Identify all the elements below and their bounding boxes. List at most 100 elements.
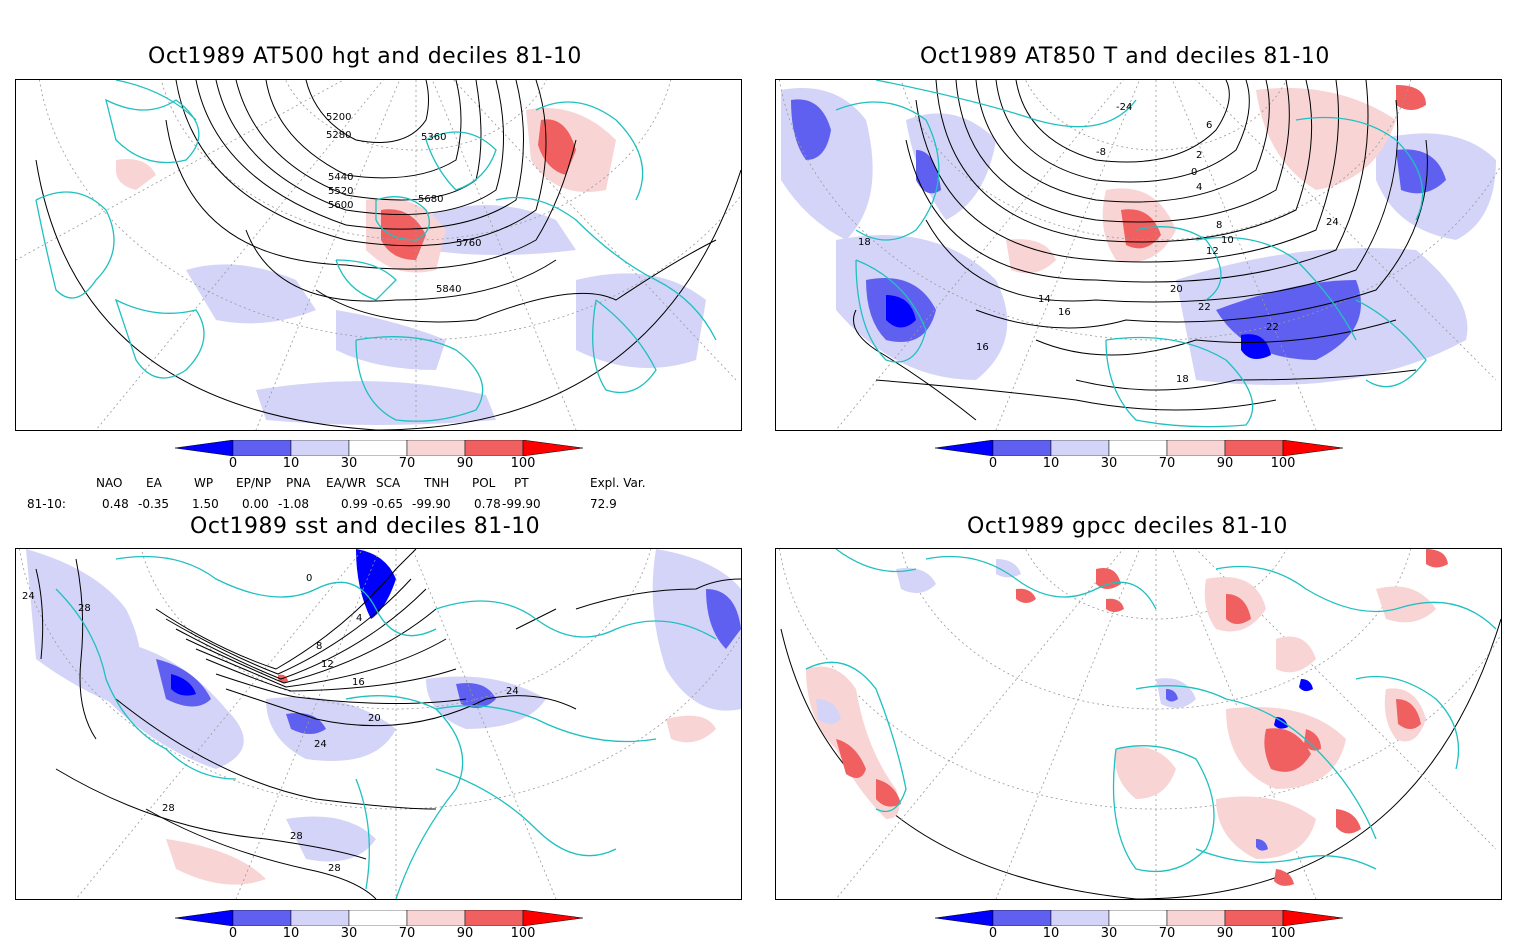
swatch-white [1108,910,1168,926]
contour-label: 20 [1170,284,1183,295]
decile-shade-blue [336,310,446,370]
coastlines [35,80,717,422]
contour-label: 5600 [328,200,353,211]
colorbar-label: 70 [398,456,416,471]
index-value-wp: 1.50 [192,497,219,511]
decile-shade-blue [106,639,244,769]
contour-label: 28 [162,803,175,814]
panel-title-t850: Oct1989 AT850 T and deciles 81-10 [920,44,1330,69]
swatch-light-blue [1050,910,1110,926]
index-header-pol: POL [472,476,496,490]
decile-shade-blue [286,713,326,734]
decile-shade-red [1256,88,1396,190]
swatch-light-red [406,440,466,456]
contour-label: 2 [1196,150,1202,161]
contour-label: 8 [1216,220,1222,231]
contour-label: 5520 [328,186,353,197]
contour-label: -24 [1116,102,1132,113]
coastlines [805,549,1497,873]
decile-shade-blue [456,683,496,708]
graticule [779,549,1501,899]
swatch-dark-blue [175,440,234,456]
decile-shade-red [381,209,426,260]
swatch-mid-blue [992,440,1052,456]
contour-label: 16 [976,342,989,353]
contour-label: 6 [1206,120,1212,131]
map-t850: -24 -8 0 2 4 6 8 10 12 14 16 18 20 22 24… [775,79,1502,431]
swatch-light-blue [290,440,350,456]
decile-shade-blue [886,295,916,328]
decile-shade-blue [906,113,996,220]
contour-label: 5280 [326,130,351,141]
colorbar-label: 90 [456,456,474,471]
decile-shade-blue [1241,334,1271,359]
contour-label: 5360 [421,132,446,143]
decile-shade-red [666,715,716,743]
colorbar-label: 0 [988,456,998,471]
decile-shade-blue [706,589,741,649]
index-header-epnp: EP/NP [236,476,272,490]
decile-shade-red [1006,239,1056,274]
colorbar-label: 90 [1216,456,1234,471]
colorbar-swatches [175,440,584,456]
swatch-mid-red [464,910,524,926]
swatch-light-blue [1050,440,1110,456]
decile-shade-blue [576,273,706,368]
decile-shade-blue [791,99,831,160]
contour-label: 16 [1058,307,1071,318]
index-value-nao: 0.48 [102,497,129,511]
colorbar-label: 90 [1216,926,1234,941]
map-t850-canvas: -24 -8 0 2 4 6 8 10 12 14 16 18 20 22 24… [779,80,1501,430]
index-value-epnp: 0.00 [242,497,269,511]
colorbar-label: 100 [1270,456,1296,471]
colorbar-label: 100 [510,926,536,941]
decile-shade-blue [1396,149,1446,194]
swatch-white [348,440,408,456]
contour-label: 28 [328,863,341,874]
contour-label: 4 [1196,182,1202,193]
map-sst-canvas: 0 4 8 12 16 20 24 28 28 28 28 24 24 [19,549,741,899]
contour-label: 5200 [326,112,351,123]
colorbar-label: 10 [1042,456,1060,471]
decile-shade-red [166,839,266,885]
contour-label: 5440 [328,172,353,183]
index-header-explvar: Expl. Var. [590,476,646,490]
map-hgt500-canvas: 5200 5280 5360 5440 5520 5600 5680 5760 … [16,80,741,430]
index-value-pol: 0.78 [474,497,501,511]
contour-label: 0 [1191,167,1197,178]
contour-label: 16 [352,677,365,688]
colorbar-swatches [935,440,1344,456]
index-header-pt: PT [514,476,529,490]
colorbar-label: 70 [1158,926,1176,941]
swatch-light-red [1166,440,1226,456]
contour-label: -8 [1096,147,1106,158]
colorbar-label: 0 [988,926,998,941]
colorbar-sst: 0 10 30 70 90 100 [175,910,585,946]
swatch-dark-red [522,910,584,926]
colorbar-label: 10 [282,456,300,471]
map-gpcc [775,548,1502,900]
temperature-contours [853,80,1428,421]
contour-label: 5680 [418,194,443,205]
contour-label: 24 [314,739,327,750]
index-header-tnh: TNH [424,476,450,490]
swatch-white [1108,440,1168,456]
colorbar-hgt500: 0 10 30 70 90 100 [175,440,585,476]
contour-label: 0 [306,573,312,584]
contour-label: 5760 [456,238,481,249]
contour-label: 5840 [436,284,461,295]
swatch-light-red [1166,910,1226,926]
height-contours [165,80,717,323]
decile-shade-blue [916,150,941,194]
swatch-dark-blue [935,910,994,926]
decile-shade-blue [171,674,196,696]
index-value-pt: -99.90 [502,497,541,511]
colorbar-label: 0 [228,456,238,471]
contour-label: 20 [368,713,381,724]
colorbar-gpcc: 0 10 30 70 90 100 [935,910,1345,946]
contour-label: 28 [78,603,91,614]
index-value-ea: -0.35 [138,497,170,511]
swatch-light-blue [290,910,350,926]
colorbar-label: 30 [1100,456,1118,471]
colorbar-swatches [935,910,1344,926]
